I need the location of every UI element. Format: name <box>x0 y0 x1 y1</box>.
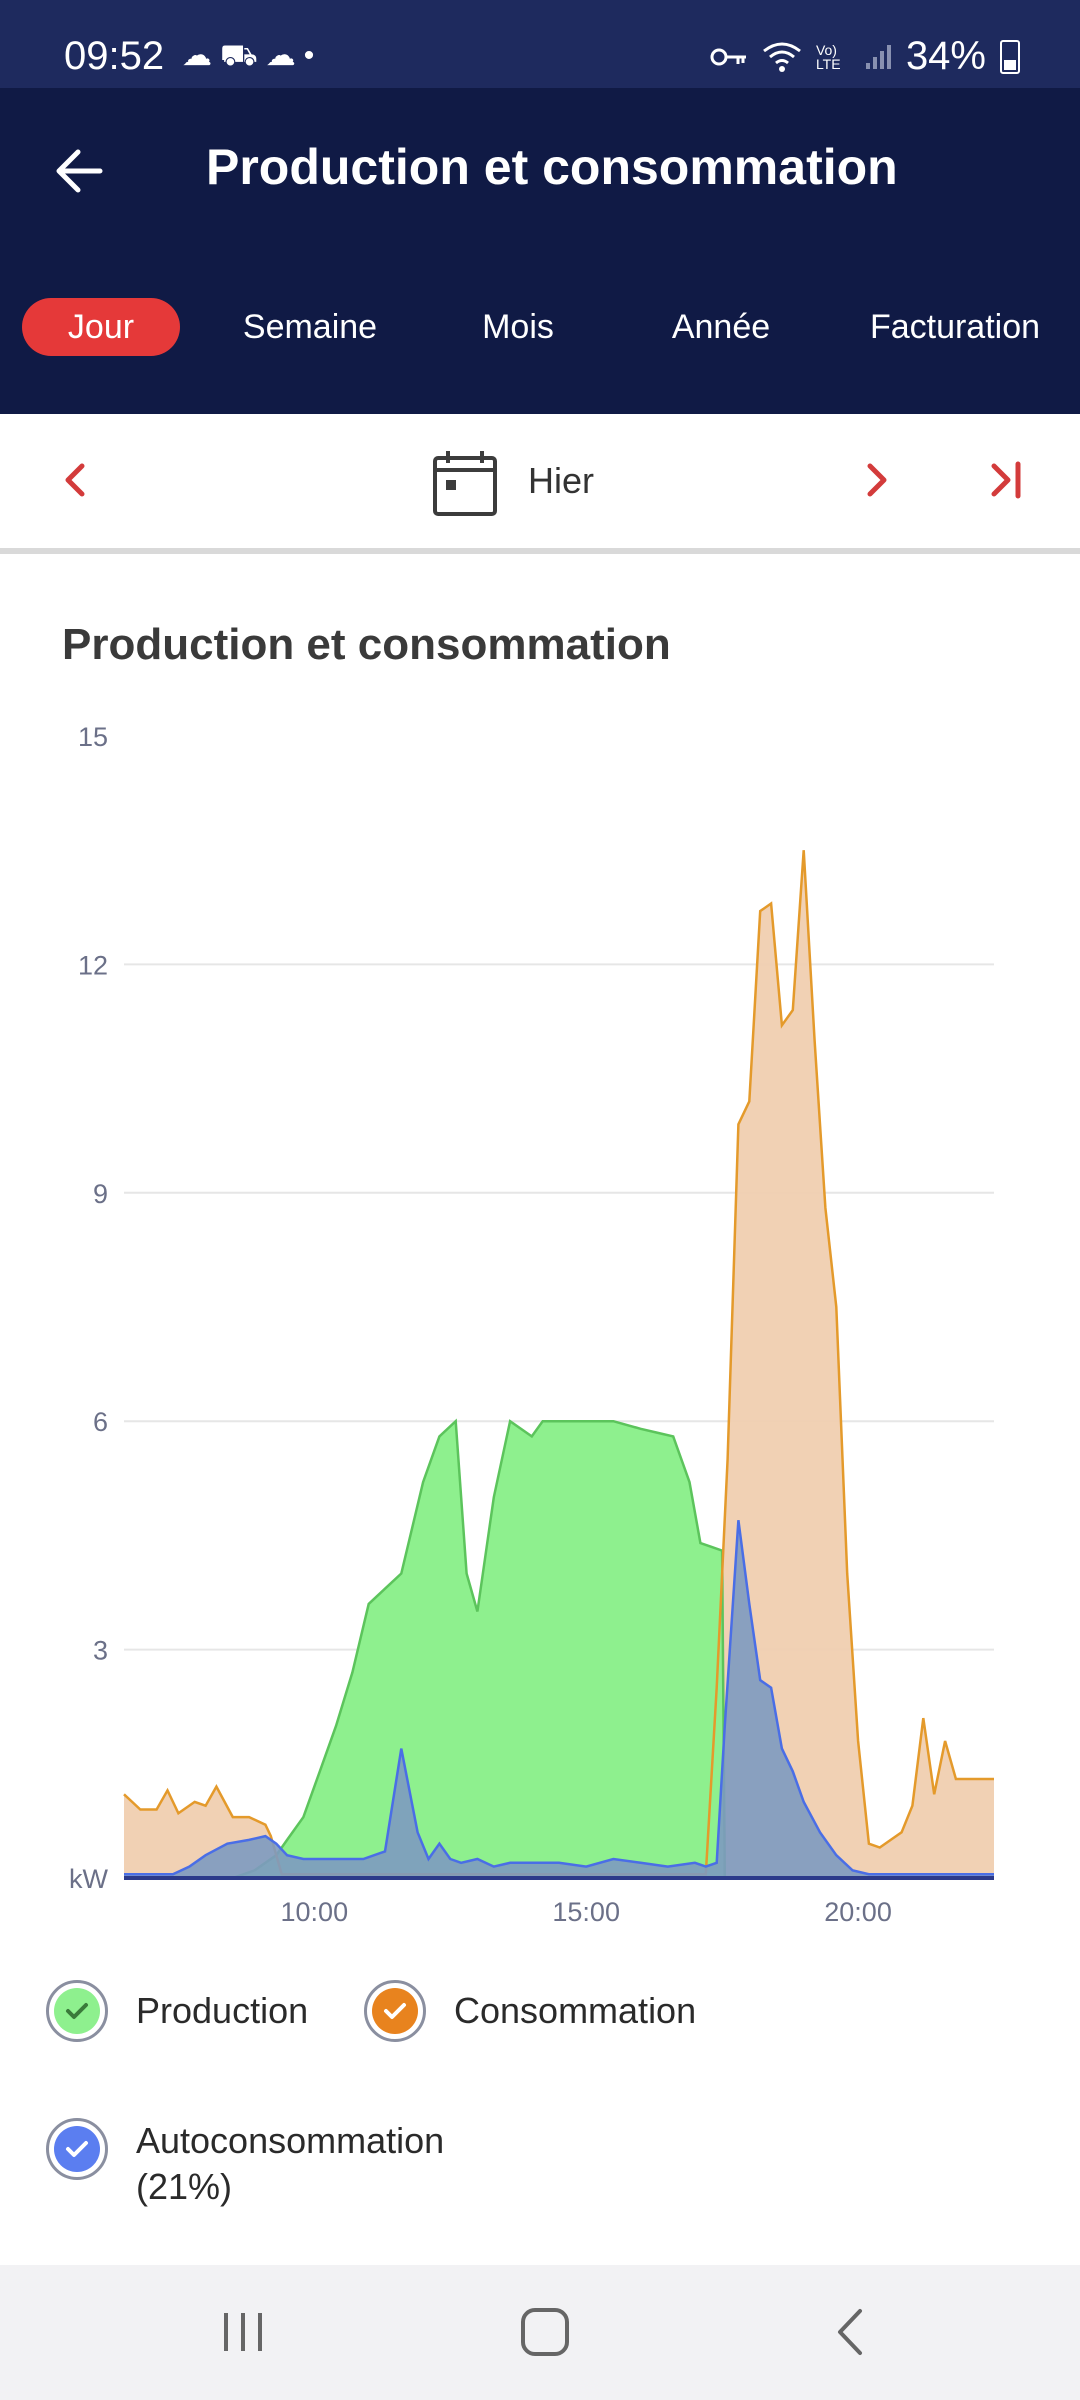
legend-production[interactable]: Production <box>46 1980 308 2042</box>
x-tick-label: 10:00 <box>281 1897 349 1927</box>
legend-checkbox[interactable] <box>364 1980 426 2042</box>
battery-text: 34% <box>905 34 986 78</box>
self-consumption-area <box>124 1520 994 1878</box>
y-axis-unit: kW <box>69 1864 109 1894</box>
consumption-area <box>124 850 994 1879</box>
car-sync-icon: ⛟ <box>220 39 266 72</box>
x-tick-label: 20:00 <box>824 1897 892 1927</box>
date-navigator: Hier <box>0 414 1080 548</box>
check-icon <box>372 1988 418 2034</box>
tab-semaine[interactable]: Semaine <box>242 308 378 346</box>
status-right: Vo) LTE 34% <box>710 34 1020 79</box>
recent-apps-icon[interactable] <box>218 2307 268 2357</box>
legend-label: Production <box>136 1990 309 2031</box>
legend-autoconsommation[interactable]: Autoconsommation (21%) <box>46 2118 444 2210</box>
y-tick-label: 15 <box>78 722 108 752</box>
divider <box>0 548 1080 554</box>
tab-mois[interactable]: Mois <box>482 308 554 346</box>
arrow-left-icon[interactable] <box>48 138 114 204</box>
chart-title: Production et consommation <box>62 620 671 669</box>
legend-percentage: (21%) <box>136 2166 233 2207</box>
cloud-icon: ☁ <box>182 39 220 72</box>
legend-consommation[interactable]: Consommation <box>364 1980 696 2042</box>
notification-icons: ☁⛟☁• <box>182 38 322 77</box>
app-bar: Production et consommation Jour Semaine … <box>0 88 1080 414</box>
home-icon[interactable] <box>518 2305 572 2359</box>
cloud-icon: ☁ <box>265 39 304 72</box>
system-nav-bar <box>0 2265 1080 2400</box>
status-bar: 09:52 ☁⛟☁• Vo) LTE 34% <box>0 0 1080 88</box>
legend-label: Consommation <box>454 1990 697 2031</box>
tab-annee[interactable]: Année <box>671 308 771 346</box>
production-line <box>124 1418 994 1880</box>
back-icon[interactable] <box>824 2305 878 2359</box>
y-tick-label: 6 <box>93 1407 108 1437</box>
skip-to-end-icon[interactable] <box>976 450 1036 510</box>
consumption-line <box>123 850 994 1876</box>
vpn-key-icon <box>710 48 746 65</box>
self-consumption-line <box>124 1520 994 1876</box>
chevron-left-icon[interactable] <box>46 450 106 510</box>
volte-icon: Vo) LTE <box>815 41 841 72</box>
chevron-right-icon[interactable] <box>846 450 906 510</box>
dot-icon: • <box>303 39 323 72</box>
wifi-icon <box>763 42 801 72</box>
production-area <box>124 1421 994 1878</box>
signal-icon <box>865 44 891 69</box>
y-tick-label: 9 <box>93 1179 108 1209</box>
selected-date[interactable]: Hier <box>528 460 595 501</box>
y-tick-label: 3 <box>93 1636 108 1666</box>
battery-icon <box>1000 39 1020 74</box>
page-title: Production et consommation <box>206 139 898 195</box>
status-time: 09:52 <box>64 34 165 78</box>
period-tabs: Jour Semaine Mois Année Facturation <box>0 298 1080 368</box>
legend-checkbox[interactable] <box>46 1980 108 2042</box>
x-tick-label: 15:00 <box>552 1897 620 1927</box>
calendar-icon[interactable] <box>430 448 500 518</box>
y-tick-label: 12 <box>78 950 108 980</box>
check-icon <box>54 1988 100 2034</box>
tab-jour[interactable]: Jour <box>22 298 180 356</box>
tab-facturation[interactable]: Facturation <box>869 308 1041 346</box>
legend-label: Autoconsommation <box>136 2120 445 2161</box>
production-consumption-chart: 15 12 9 6 3 kW 10:00 15:00 20:00 <box>69 722 994 1927</box>
legend-checkbox[interactable] <box>46 2118 108 2180</box>
check-icon <box>54 2126 100 2172</box>
